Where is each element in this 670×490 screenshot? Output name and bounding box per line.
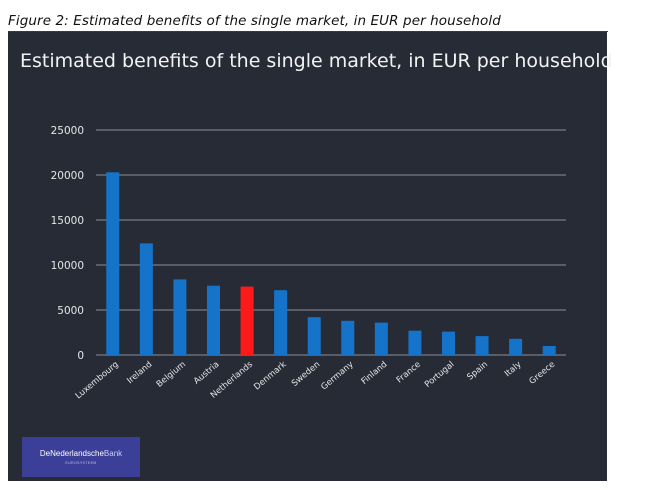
caption-underline [8,31,608,32]
y-tick-label: 15000 [51,215,84,227]
x-tick-label-belgium: Belgium [155,360,188,390]
chart-panel: Estimated benefits of the single market,… [8,32,613,481]
bar-sweden [307,317,321,355]
x-tick-label-portugal: Portugal [423,360,456,390]
bar-netherlands [240,286,254,355]
bar-greece [542,346,556,355]
x-tick-label-denmark: Denmark [252,360,288,393]
dnb-logo: DeNederlandscheBank EUROSYSTEEM [22,437,140,477]
y-tick-label: 0 [77,350,84,362]
bar-austria [207,285,220,355]
y-tick-label: 20000 [51,170,84,182]
logo-subtitle: EUROSYSTEEM [65,461,97,465]
bar-chart: 0 5000 10000 15000 20000 25000 Luxembourg Irela… [51,125,566,402]
bar-finland [374,322,388,355]
chart-title: Estimated benefits of the single market,… [20,50,613,72]
bar-italy [509,338,523,355]
y-tick-label: 5000 [57,305,84,317]
bar-belgium [173,279,187,355]
x-tick-label-spain: Spain [465,360,490,383]
x-tick-label-france: France [395,360,423,386]
y-tick-label: 25000 [51,125,84,137]
x-tick-label-sweden: Sweden [290,360,322,389]
x-tick-label-finland: Finland [360,360,390,387]
bar-spain [475,336,489,355]
x-tick-label-greece: Greece [528,360,558,387]
bar-france [408,330,422,355]
y-tick-label: 10000 [51,260,84,272]
logo-name: DeNederlandscheBank [39,449,123,458]
x-tick-label-ireland: Ireland [125,360,154,387]
x-tick-label-germany: Germany [319,360,355,393]
bar-portugal [442,331,455,355]
bar-luxembourg [106,172,120,355]
x-tick-label-austria: Austria [192,360,221,387]
x-tick-label-italy: Italy [503,360,524,380]
bar-germany [341,320,355,355]
bar-ireland [139,243,153,355]
figure-caption: Figure 2: Estimated benefits of the sing… [8,13,501,29]
bar-denmark [274,290,288,355]
x-tick-label-luxembourg: Luxembourg [74,360,121,402]
